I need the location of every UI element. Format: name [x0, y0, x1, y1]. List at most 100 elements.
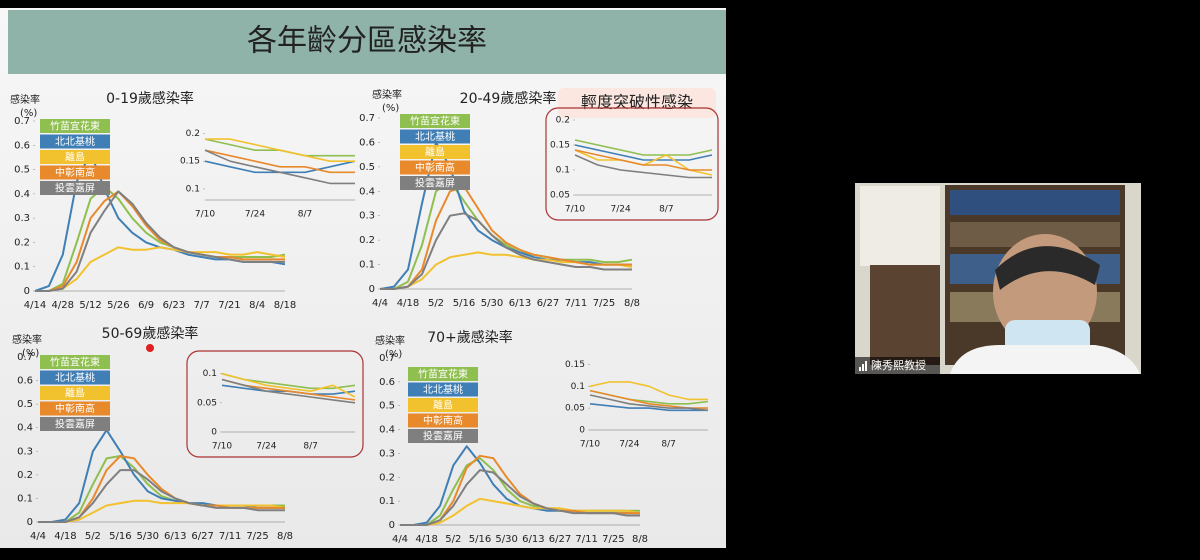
legend-label: 中彰南高	[415, 161, 455, 174]
series-line	[589, 381, 708, 401]
x-tick-label: 5/2	[428, 298, 444, 309]
x-tick-label: 5/30	[481, 298, 503, 309]
y-tick-label: 0.1	[186, 184, 200, 194]
x-tick-label: 7/7	[194, 300, 210, 311]
y-tick-label: 0.1	[17, 493, 33, 504]
x-tick-label: 7/21	[218, 300, 240, 311]
series-line	[221, 372, 356, 398]
x-tick-label: 5/16	[453, 298, 475, 309]
y-tick-label: 0.5	[359, 162, 375, 173]
y-tick-label: 0.5	[379, 401, 395, 412]
y-tick-label: 0.2	[359, 235, 375, 246]
y-axis-label: 感染率	[372, 88, 402, 101]
series-line	[35, 190, 285, 292]
inset-frame	[186, 350, 364, 458]
x-tick-label: 6/27	[549, 534, 571, 545]
signal	[859, 367, 861, 371]
legend-swatch	[40, 134, 110, 149]
legend-swatch	[40, 181, 110, 195]
y-tick-label: 0.5	[17, 399, 33, 410]
legend-label: 中彰南高	[55, 166, 95, 179]
signal	[865, 361, 867, 371]
legend-label: 竹苗宜花東	[50, 356, 100, 369]
x-tick-label: 4/4	[372, 298, 388, 309]
x-tick-label: 6/13	[509, 298, 531, 309]
x-tick-label: 7/11	[219, 531, 241, 542]
video-tile: 陳秀熙教授	[855, 183, 1141, 374]
y-tick-label: 0.4	[359, 186, 375, 197]
y-axis-unit: (%)	[20, 108, 37, 119]
legend-swatch	[40, 417, 110, 431]
y-axis-label: 感染率	[12, 333, 42, 346]
x-tick-label: 7/11	[575, 534, 597, 545]
series-line	[204, 149, 355, 185]
x-tick-label: 5/30	[137, 531, 159, 542]
x-tick-label: 6/13	[164, 531, 186, 542]
y-tick-label: 0.6	[379, 377, 395, 388]
chart-title: 70+歲感染率	[427, 329, 513, 346]
y-tick-label: 0	[211, 428, 217, 438]
y-tick-label: 0.4	[379, 425, 395, 436]
series-line	[35, 246, 286, 292]
legend-swatch	[400, 129, 470, 144]
legend-swatch	[408, 429, 478, 443]
legend-swatch	[40, 165, 110, 180]
y-tick-label: 0.2	[17, 470, 33, 481]
y-axis-label: 感染率	[375, 334, 405, 347]
series-line	[589, 403, 708, 412]
series-line	[35, 190, 285, 292]
series-line	[380, 180, 633, 290]
inset-frame	[545, 107, 719, 221]
x-tick-label: 6/13	[522, 534, 544, 545]
legend-swatch	[40, 355, 110, 369]
series-line	[205, 138, 355, 162]
legend-swatch	[400, 160, 470, 175]
legend-swatch	[40, 401, 110, 416]
x-tick-label: 6/9	[138, 300, 154, 311]
y-tick-label: 0.1	[203, 369, 217, 379]
series-line	[380, 185, 632, 290]
y-tick-label: 0.15	[180, 157, 200, 167]
x-tick-label: 7/10	[565, 205, 585, 215]
chart-title: 20-49歲感染率	[460, 90, 557, 107]
legend-label: 投雲嘉屏	[415, 177, 455, 190]
x-tick-label: 7/24	[619, 440, 639, 450]
legend-swatch	[40, 119, 110, 133]
x-tick-label: 5/2	[445, 534, 461, 545]
cabinet	[860, 186, 940, 266]
y-tick-label: 0.7	[379, 353, 395, 364]
x-tick-label: 4/28	[52, 300, 74, 311]
legend-swatch	[408, 398, 478, 412]
legend-swatch	[400, 176, 470, 190]
x-tick-label: 6/23	[163, 300, 185, 311]
y-tick-label: 0.05	[565, 404, 585, 414]
y-tick-label: 0.6	[17, 376, 33, 387]
chart-title: 50-69歲感染率	[102, 325, 199, 342]
y-tick-label: 0.7	[14, 116, 30, 127]
series-line	[380, 212, 632, 290]
x-tick-label: 7/10	[195, 210, 215, 220]
x-tick-label: 4/18	[397, 298, 419, 309]
participant-name: 陳秀熙教授	[871, 358, 926, 372]
x-tick-label: 7/11	[565, 298, 587, 309]
y-tick-label: 0	[579, 426, 585, 436]
x-tick-label: 8/7	[661, 440, 675, 450]
x-tick-label: 7/10	[212, 442, 232, 452]
y-tick-label: 0	[369, 284, 375, 295]
legend-label: 北北基桃	[423, 383, 463, 396]
x-tick-label: 8/7	[298, 210, 312, 220]
legend-swatch	[40, 386, 110, 400]
legend-label: 離島	[433, 399, 453, 412]
legend-swatch	[400, 145, 470, 159]
y-axis-unit: (%)	[382, 103, 399, 114]
legend-swatch	[408, 367, 478, 381]
y-tick-label: 0.4	[14, 189, 30, 200]
x-tick-label: 5/16	[109, 531, 131, 542]
x-tick-label: 7/10	[580, 440, 600, 450]
y-tick-label: 0.05	[197, 398, 217, 408]
y-tick-label: 0.5	[14, 165, 30, 176]
x-tick-label: 8/8	[624, 298, 640, 309]
series-line	[574, 149, 712, 171]
legend-label: 投雲嘉屏	[423, 430, 463, 443]
x-tick-label: 7/24	[611, 205, 631, 215]
